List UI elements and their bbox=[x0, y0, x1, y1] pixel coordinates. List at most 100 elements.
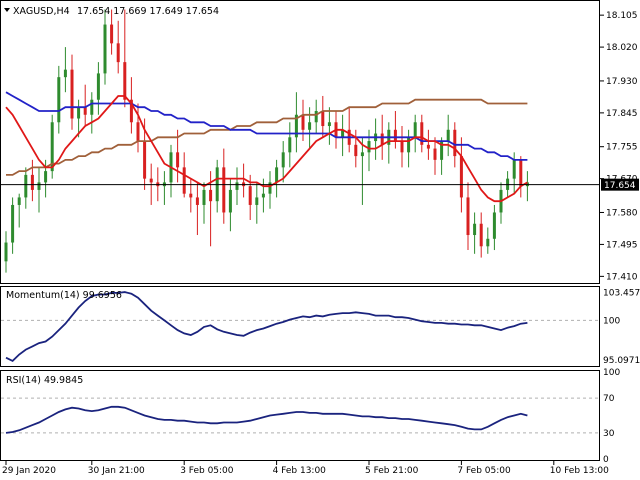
candle-body bbox=[459, 156, 463, 198]
momentum-pane-frame bbox=[0, 286, 600, 367]
candle-body bbox=[50, 122, 54, 172]
candle-body bbox=[228, 189, 232, 213]
candle-body bbox=[17, 197, 21, 205]
candle-body bbox=[11, 204, 15, 243]
candle-body bbox=[308, 122, 312, 130]
ma-mid-line bbox=[5, 91, 528, 161]
candle-body bbox=[222, 167, 226, 213]
candle-body bbox=[426, 144, 430, 149]
candle-body bbox=[281, 152, 285, 168]
momentum-tick-label: 100 bbox=[603, 316, 620, 326]
candle-body bbox=[209, 189, 213, 202]
candle-body bbox=[37, 182, 41, 190]
candle-body bbox=[182, 167, 186, 194]
candle-body bbox=[341, 129, 345, 138]
candle-body bbox=[123, 62, 127, 100]
candle-body bbox=[195, 197, 199, 205]
rsi-label: RSI(14) 49.9845 bbox=[6, 375, 83, 386]
price-plot bbox=[0, 9, 600, 273]
candle-body bbox=[519, 159, 523, 187]
candle-body bbox=[327, 122, 331, 127]
candle-body bbox=[44, 171, 48, 183]
ma-fast-line bbox=[5, 95, 528, 203]
candle-body bbox=[301, 114, 305, 130]
time-tick-label: 7 Feb 05:00 bbox=[457, 466, 511, 476]
rsi-tick-label: 30 bbox=[603, 429, 615, 439]
candle-body bbox=[24, 174, 28, 198]
candle-body bbox=[360, 152, 364, 157]
ma-slow-line bbox=[6, 98, 528, 176]
candle-body bbox=[446, 129, 450, 142]
rsi-tick-label: 100 bbox=[603, 368, 620, 378]
rsi-plot bbox=[1, 397, 600, 434]
candle-body bbox=[235, 182, 239, 190]
candle-body bbox=[77, 107, 81, 119]
candle-body bbox=[57, 77, 61, 123]
candle-body bbox=[189, 193, 193, 198]
price-tick-label: 17.580 bbox=[606, 208, 638, 218]
rsi-pane-frame bbox=[0, 370, 600, 461]
current-price-tag bbox=[601, 178, 639, 191]
candle-body bbox=[275, 167, 279, 183]
axes: 18.10518.02017.93017.84517.75517.67017.5… bbox=[2, 11, 640, 476]
candle-body bbox=[294, 114, 298, 138]
candle-body bbox=[492, 212, 496, 239]
price-tick-label: 17.410 bbox=[606, 272, 638, 282]
candle-body bbox=[479, 223, 483, 247]
header: XAGUSD,H4 17.654 17.669 17.649 17.654 bbox=[4, 6, 219, 17]
candle-body bbox=[321, 110, 325, 127]
candle-body bbox=[63, 69, 67, 78]
candle-body bbox=[367, 141, 371, 153]
candle-body bbox=[248, 186, 252, 205]
price-tick-label: 17.845 bbox=[606, 109, 638, 119]
candle-body bbox=[4, 242, 8, 262]
rsi-tick-label: 0 bbox=[603, 455, 609, 465]
candle-body bbox=[512, 159, 516, 179]
candle-body bbox=[407, 137, 411, 153]
candle-body bbox=[314, 110, 318, 123]
candle-body bbox=[433, 148, 437, 160]
candle-body bbox=[202, 189, 206, 205]
candle-body bbox=[255, 197, 259, 205]
time-tick-label: 3 Feb 05:00 bbox=[180, 466, 234, 476]
ohlc-label: 17.654 17.669 17.649 17.654 bbox=[77, 6, 219, 17]
collapse-arrow-icon[interactable] bbox=[4, 8, 10, 12]
candle-body bbox=[288, 137, 292, 153]
momentum-label: Momentum(14) 99.6956 bbox=[6, 290, 122, 301]
candle-body bbox=[149, 178, 153, 183]
candle-body bbox=[103, 24, 107, 74]
candle-body bbox=[143, 141, 147, 179]
rsi-line bbox=[5, 405, 528, 434]
candle-body bbox=[30, 174, 34, 190]
candle-body bbox=[129, 99, 133, 123]
candle-body bbox=[136, 122, 140, 142]
candle-body bbox=[393, 129, 397, 142]
candle-body bbox=[70, 69, 74, 119]
candle-body bbox=[110, 24, 114, 44]
candle-body bbox=[354, 144, 358, 157]
momentum-plot bbox=[1, 291, 600, 362]
time-tick-label: 29 Jan 2020 bbox=[2, 466, 56, 476]
candle-body bbox=[486, 238, 490, 247]
momentum-tick-label: 103.4578 bbox=[603, 288, 640, 298]
candle-body bbox=[420, 122, 424, 145]
momentum-tick-label: 95.0971 bbox=[603, 356, 640, 366]
current-price-label: 17.654 bbox=[604, 181, 636, 191]
time-tick-label: 4 Feb 13:00 bbox=[273, 466, 327, 476]
price-tick-label: 18.020 bbox=[606, 43, 638, 53]
symbol-label: XAGUSD,H4 bbox=[13, 6, 70, 17]
candle-body bbox=[261, 193, 265, 198]
candle-body bbox=[116, 43, 120, 63]
candle-body bbox=[466, 197, 470, 236]
time-tick-label: 5 Feb 21:00 bbox=[365, 466, 419, 476]
candle-body bbox=[90, 99, 94, 115]
candle-body bbox=[453, 129, 457, 157]
price-tick-label: 18.105 bbox=[606, 11, 638, 21]
candle-body bbox=[413, 122, 417, 138]
time-tick-label: 10 Feb 13:00 bbox=[550, 466, 609, 476]
candle-body bbox=[380, 133, 384, 145]
price-tick-label: 17.755 bbox=[606, 143, 638, 153]
candle-body bbox=[400, 141, 404, 153]
candle-body bbox=[83, 107, 87, 115]
